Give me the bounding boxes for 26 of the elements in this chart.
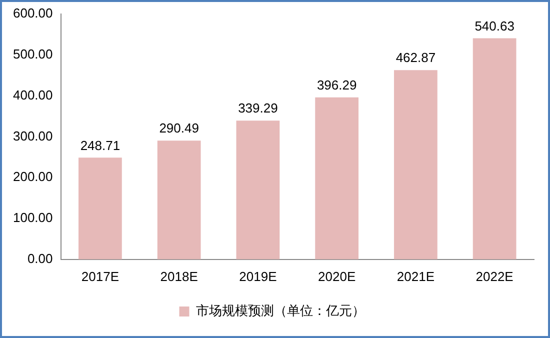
data-label: 248.71: [80, 138, 120, 153]
bar: [394, 70, 438, 260]
bar: [157, 140, 201, 260]
y-tick-label: 300.00: [12, 128, 53, 144]
data-label: 339.29: [238, 100, 278, 116]
x-tick-label: 2018E: [160, 268, 198, 284]
bar: [472, 38, 516, 260]
y-tick-label: 500.00: [12, 46, 53, 62]
x-tick-label: 2022E: [476, 268, 514, 284]
x-tick-label: 2020E: [318, 268, 356, 284]
data-label: 290.49: [159, 120, 199, 136]
y-tick-label: 200.00: [12, 169, 53, 184]
data-label: 396.29: [316, 77, 357, 92]
data-label: 540.63: [474, 18, 514, 34]
bar: [236, 120, 280, 260]
legend-label: 市场规模预测（单位：亿元）: [196, 303, 365, 318]
y-tick-label: 0.00: [27, 250, 53, 266]
y-tick-label: 100.00: [12, 210, 53, 226]
bar: [78, 158, 122, 260]
x-tick-label: 2017E: [81, 268, 120, 284]
x-tick-label: 2019E: [239, 268, 278, 284]
data-label: 462.87: [396, 50, 436, 66]
x-tick-label: 2021E: [396, 268, 435, 284]
y-tick-label: 400.00: [12, 87, 53, 102]
bar: [315, 97, 359, 260]
y-tick-label: 600.00: [12, 6, 53, 21]
